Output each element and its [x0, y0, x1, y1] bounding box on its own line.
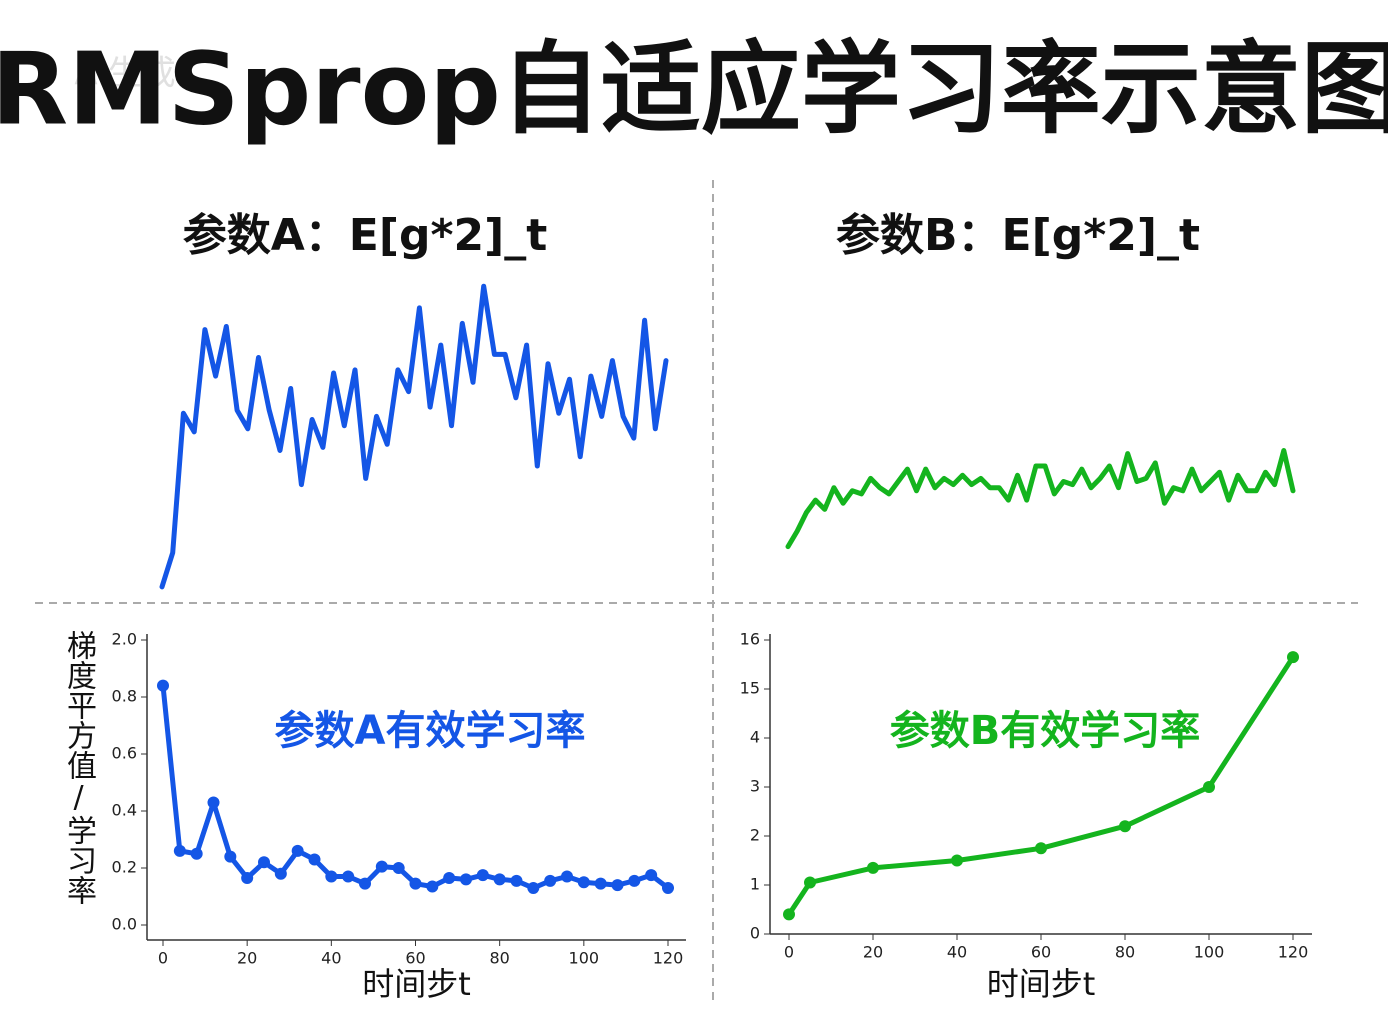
x-tick-label: 0 [784, 943, 794, 962]
data-point [1035, 842, 1047, 855]
data-point [224, 850, 237, 863]
x-tick-label: 80 [489, 949, 509, 968]
data-point [561, 870, 573, 883]
data-point [783, 908, 795, 921]
data-point [258, 856, 270, 869]
y-tick-label: 3 [750, 777, 760, 796]
x-tick-label: 120 [653, 949, 684, 968]
x-axis-label: 时间步t [362, 965, 471, 1003]
y-axis-label: 梯度平方值/学习率 [61, 630, 96, 905]
y-tick-label: 15 [740, 679, 760, 698]
data-point [493, 873, 506, 886]
data-point [476, 869, 489, 882]
chart-title: 参数A：E[g*2]_t [183, 210, 547, 261]
x-tick-label: 80 [1115, 943, 1135, 962]
data-point [951, 854, 963, 867]
data-point [594, 877, 607, 890]
data-point [867, 861, 879, 874]
data-point [1119, 820, 1131, 833]
data-point [308, 853, 321, 866]
page-title: RMSprop自适应学习率示意图 [0, 30, 1388, 147]
data-point [375, 860, 388, 873]
x-tick-label: 40 [321, 949, 341, 968]
data-point [628, 874, 641, 887]
data-point [325, 870, 338, 883]
data-line [159, 283, 669, 590]
data-point [804, 876, 816, 889]
x-tick-label: 60 [1031, 943, 1051, 962]
data-point [443, 871, 456, 884]
x-tick-label: 100 [569, 949, 600, 968]
y-tick-label: 16 [740, 630, 760, 649]
data-point [510, 874, 523, 887]
data-point [291, 844, 304, 857]
y-tick-label: 0 [750, 924, 760, 943]
data-point [611, 879, 624, 892]
x-tick-label: 120 [1278, 943, 1309, 962]
data-point [207, 796, 220, 809]
x-tick-label: 20 [237, 949, 257, 968]
data-point [392, 862, 405, 874]
y-tick-label: 0.4 [112, 801, 137, 820]
data-point [426, 880, 439, 893]
annotation: 参数A有效学习率 [275, 708, 586, 754]
y-tick-label: 4 [750, 728, 760, 747]
data-point [544, 874, 557, 887]
y-tick-label: 2 [750, 826, 760, 845]
y-tick-label: 1 [750, 875, 760, 894]
annotation: 参数B有效学习率 [890, 708, 1201, 754]
chart-title: 参数B：E[g*2]_t [836, 210, 1200, 261]
data-point [190, 847, 203, 860]
data-point [274, 867, 287, 880]
data-point [359, 877, 371, 890]
x-tick-label: 60 [405, 949, 425, 968]
y-tick-label: 0.6 [112, 744, 137, 763]
data-point [1203, 781, 1215, 793]
data-point [173, 844, 186, 857]
data-point [645, 869, 658, 882]
data-point [409, 877, 422, 890]
data-point [342, 870, 355, 883]
y-tick-label: 0.8 [112, 687, 137, 706]
watermark: AI生成 [74, 54, 175, 94]
y-tick-label: 0.0 [112, 915, 137, 934]
data-point [662, 881, 674, 894]
data-line [785, 448, 1296, 550]
data-point [527, 881, 540, 894]
data-point [460, 873, 472, 886]
data-point [1287, 651, 1299, 664]
y-tick-label: 0.2 [112, 858, 137, 877]
y-axis-label-box: 梯度平方值/学习率 [61, 630, 96, 905]
data-point [241, 871, 254, 884]
x-axis-label: 时间步t [987, 965, 1096, 1003]
data-point [577, 876, 590, 889]
x-tick-label: 0 [158, 949, 168, 968]
x-tick-label: 20 [863, 943, 883, 962]
data-point [157, 679, 169, 692]
data-line [786, 654, 1296, 917]
x-tick-label: 40 [947, 943, 967, 962]
y-tick-label: 2.0 [112, 630, 137, 649]
x-tick-label: 100 [1194, 943, 1225, 962]
